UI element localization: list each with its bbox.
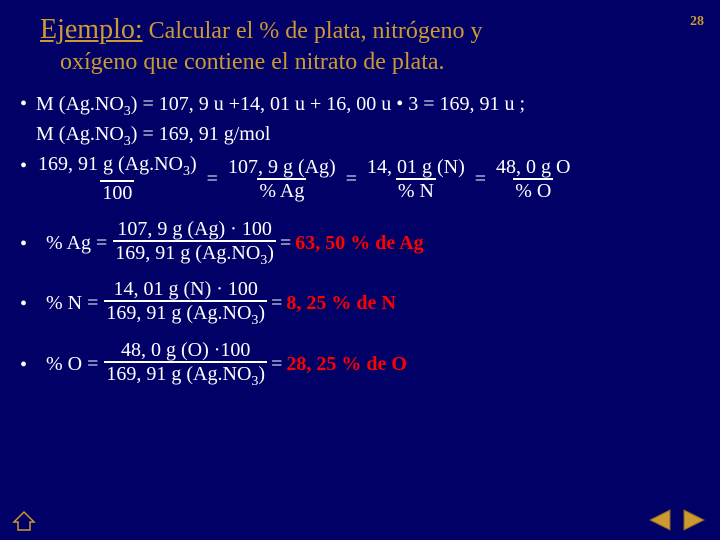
calc-ag: • % Ag = 107, 9 g (Ag) · 100 169, 91 g (… <box>20 218 700 268</box>
prev-icon[interactable] <box>646 508 674 532</box>
ag-result: 63, 50 % de Ag <box>295 230 423 256</box>
next-icon[interactable] <box>680 508 708 532</box>
prop-f1-den: 100 <box>100 180 134 204</box>
ag-num: 107, 9 g (Ag) · 100 <box>115 218 273 240</box>
prop-f4-num: 48, 0 g O <box>494 156 572 178</box>
prop-f1-num: 169, 91 g (Ag.NO <box>38 153 183 175</box>
calc-o: • % O = 48, 0 g (O) ·100 169, 91 g (Ag.N… <box>20 339 700 389</box>
n-den-post: ) <box>258 302 265 324</box>
page-number: 28 <box>690 14 704 30</box>
molar-line1-pre: M (Ag.NO <box>36 93 124 115</box>
o-den-post: ) <box>258 363 265 385</box>
example-label: Ejemplo: <box>40 14 143 45</box>
molar-line1-mid: ) = 107, 9 u +14, 01 u + 16, 00 u • 3 = … <box>131 93 525 115</box>
molar-mass-block: • M (Ag.NO3) = 107, 9 u +14, 01 u + 16, … <box>20 91 700 204</box>
prop-f2-num: 107, 9 g (Ag) <box>226 156 338 178</box>
o-num: 48, 0 g (O) ·100 <box>119 339 252 361</box>
o-den-pre: 169, 91 g (Ag.NO <box>106 363 251 385</box>
n-lhs: % N = <box>36 290 104 316</box>
sub3: 3 <box>124 134 131 149</box>
o-eq: = <box>267 351 286 377</box>
ag-eq: = <box>276 230 295 256</box>
prop-f3-den: % N <box>396 178 436 202</box>
calculations-block: • % Ag = 107, 9 g (Ag) · 100 169, 91 g (… <box>20 218 700 389</box>
ag-den-post: ) <box>267 242 274 264</box>
slide-title: Ejemplo: Calcular el % de plata, nitróge… <box>20 12 700 77</box>
slide-content: Ejemplo: Calcular el % de plata, nitróge… <box>0 0 720 389</box>
molar-line2-pre: M (Ag.NO <box>36 123 124 145</box>
ag-den-pre: 169, 91 g (Ag.NO <box>115 242 260 264</box>
o-lhs: % O = <box>36 351 104 377</box>
title-line2: oxígeno que contiene el nitrato de plata… <box>20 47 700 77</box>
n-eq: = <box>267 290 286 316</box>
sub3: 3 <box>183 164 190 179</box>
ag-lhs: % Ag = <box>36 230 113 256</box>
prop-f2-den: % Ag <box>257 178 306 202</box>
proportion-equation: 169, 91 g (Ag.NO3) 100 = 107, 9 g (Ag) %… <box>36 153 700 203</box>
nav-arrows <box>646 508 708 532</box>
o-result: 28, 25 % de O <box>286 351 407 377</box>
prop-f4-den: % O <box>513 178 553 202</box>
prop-f1-tail: ) <box>190 153 197 175</box>
n-num: 14, 01 g (N) · 100 <box>112 278 260 300</box>
title-line1: Calcular el % de plata, nitrógeno y <box>143 18 483 44</box>
n-den-pre: 169, 91 g (Ag.NO <box>106 302 251 324</box>
prop-f3-num: 14, 01 g (N) <box>365 156 467 178</box>
home-icon[interactable] <box>12 510 36 532</box>
n-result: 8, 25 % de N <box>286 290 395 316</box>
nav-home-area <box>12 510 36 532</box>
calc-n: • % N = 14, 01 g (N) · 100 169, 91 g (Ag… <box>20 278 700 328</box>
molar-line2-mid: ) = 169, 91 g/mol <box>131 123 271 145</box>
sub3: 3 <box>124 104 131 119</box>
